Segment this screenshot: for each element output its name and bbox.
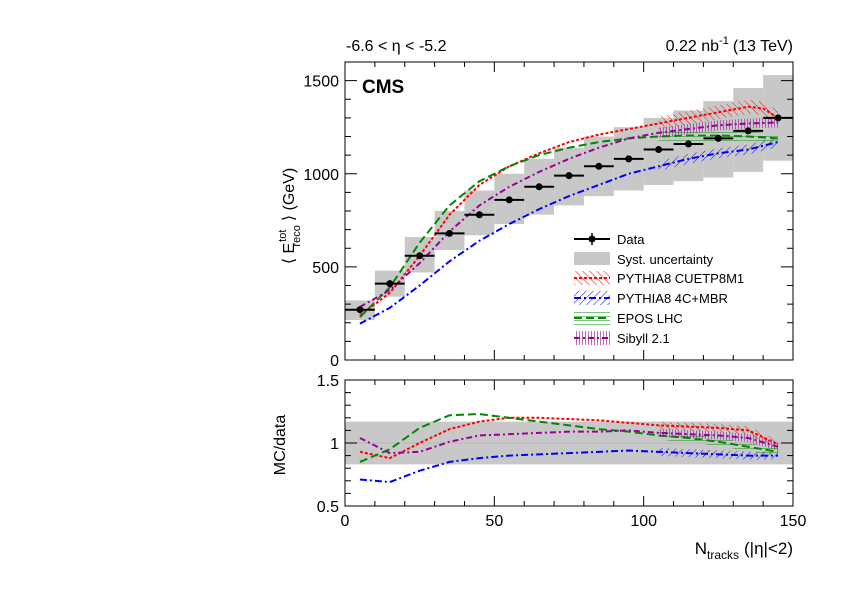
legend-sibyll-label: Sibyll 2.1 bbox=[617, 331, 670, 346]
x-tick-label: 100 bbox=[630, 513, 657, 530]
sibyll-curve bbox=[359, 121, 779, 308]
legend-pythia-4c: PYTHIA8 4C+MBR bbox=[574, 291, 728, 306]
top-y-axis-title-pre: ⟨ E bbox=[281, 243, 298, 264]
pythia-cuetp-curve bbox=[359, 105, 779, 317]
top-y-axis-title-sub: reco bbox=[291, 225, 303, 246]
lumi-exponent: -1 bbox=[719, 35, 729, 47]
legend-syst-swatch bbox=[574, 252, 610, 265]
y-tick-label: 1 bbox=[330, 436, 339, 453]
x-axis-title-main: N bbox=[695, 539, 707, 558]
lumi-value: 0.22 nb bbox=[666, 38, 719, 55]
data-point bbox=[625, 155, 633, 163]
x-tick-label: 150 bbox=[780, 513, 807, 530]
sibyll-ratio-band bbox=[658, 428, 779, 451]
data-point bbox=[744, 127, 752, 135]
top-mc-series bbox=[359, 99, 779, 325]
legend: Data Syst. uncertainty PYTHIA8 CUETP8M1 … bbox=[574, 232, 744, 346]
legend-epos: EPOS LHC bbox=[574, 311, 683, 326]
y-tick-label: 1000 bbox=[303, 167, 339, 184]
y-tick-label: 1500 bbox=[303, 74, 339, 91]
x-tick-label: 0 bbox=[341, 513, 350, 530]
data-point bbox=[684, 140, 692, 148]
top-axis-ticks: 0 500 1000 1500 bbox=[303, 61, 794, 370]
data-point bbox=[475, 211, 483, 219]
top-y-axis-title: ⟨ Etot reco ⟩ (GeV) bbox=[277, 168, 303, 264]
data-point bbox=[505, 196, 513, 204]
top-y-axis-title-sup: tot bbox=[277, 230, 289, 242]
legend-syst-label: Syst. uncertainty bbox=[617, 252, 714, 267]
x-axis-title: Ntracks (|η|<2) bbox=[695, 539, 793, 562]
epos-ratio-curve bbox=[359, 413, 779, 463]
x-axis-title-post: (|η|<2) bbox=[744, 539, 793, 558]
x-axis-title-sub: tracks bbox=[707, 548, 739, 562]
legend-data-marker bbox=[588, 235, 596, 243]
legend-data: Data bbox=[574, 232, 645, 247]
legend-pythia-cuetp-label: PYTHIA8 CUETP8M1 bbox=[617, 271, 744, 286]
bottom-axis-ticks: 0 50 100 150 0.5 1 1.5 bbox=[317, 373, 807, 530]
top-y-axis-title-post: ⟩ (GeV) bbox=[281, 168, 298, 221]
data-point bbox=[774, 114, 782, 122]
data-point bbox=[386, 280, 394, 288]
legend-pythia-4c-label: PYTHIA8 4C+MBR bbox=[617, 291, 728, 306]
data-point bbox=[446, 229, 454, 237]
top-data-points bbox=[345, 114, 793, 314]
sibyll-uncertainty-band bbox=[658, 117, 779, 138]
legend-data-label: Data bbox=[617, 232, 645, 247]
sibyll-ratio-curve bbox=[359, 429, 779, 455]
lumi-label: 0.22 nb-1 (13 TeV) bbox=[666, 35, 793, 55]
cms-logo-text: CMS bbox=[362, 77, 404, 98]
data-point bbox=[565, 172, 573, 180]
epos-curve bbox=[359, 134, 779, 318]
pythia-4c-ratio-curve bbox=[359, 449, 779, 484]
bottom-y-axis-title: MC/data bbox=[272, 415, 289, 476]
pythia-4c-curve bbox=[359, 141, 779, 325]
legend-syst: Syst. uncertainty bbox=[574, 252, 714, 267]
data-point bbox=[714, 134, 722, 142]
lumi-energy: (13 TeV) bbox=[733, 38, 793, 55]
pythia-cuetp-ratio-curve bbox=[359, 416, 779, 460]
data-point bbox=[655, 146, 663, 154]
y-tick-label: 500 bbox=[312, 260, 339, 277]
legend-pythia-cuetp: PYTHIA8 CUETP8M1 bbox=[574, 271, 744, 286]
data-point bbox=[356, 306, 364, 314]
pythia-cuetp-ratio-band bbox=[658, 421, 779, 449]
y-tick-label: 0.5 bbox=[317, 499, 339, 516]
data-point bbox=[416, 252, 424, 260]
legend-epos-label: EPOS LHC bbox=[617, 311, 683, 326]
data-point bbox=[535, 183, 543, 191]
y-tick-label: 1.5 bbox=[317, 373, 339, 390]
y-tick-label: 0 bbox=[330, 353, 339, 370]
legend-sibyll: Sibyll 2.1 bbox=[574, 331, 670, 346]
data-point bbox=[595, 162, 603, 170]
x-tick-label: 50 bbox=[485, 513, 503, 530]
eta-range-label: -6.6 < η < -5.2 bbox=[346, 38, 447, 55]
bottom-mc-series bbox=[359, 413, 779, 484]
